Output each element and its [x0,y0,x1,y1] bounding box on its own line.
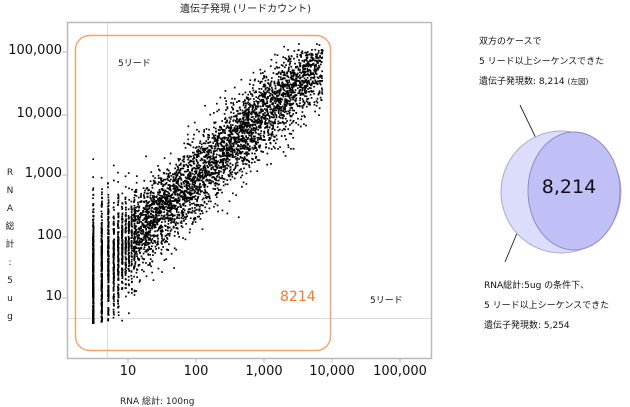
venn-bottom-annotation: RNA総計:5ug の条件下、 5 リード以上シーケンスできた 遺伝子発現数: … [484,276,609,336]
x-tick-marks [127,358,401,363]
venn-top-note: (左図) [567,77,589,86]
venn-bottom-line2: 5 リード以上シーケンスできた [484,301,610,311]
y-axis-label-char: u [7,294,13,304]
venn-top-annotation: 双方のケースで 5 リード以上シーケンスできた 遺伝子発現数: 8,214 (左… [479,32,604,92]
x-tick-label: 1,000 [245,364,283,379]
x-tick-label: 100 [183,364,209,379]
x-tick-label: 100,000 [373,364,427,379]
threshold-label-right: 5リード [370,296,403,306]
y-axis-label-char: : [8,258,12,268]
threshold-label-top: 5リード [118,59,151,69]
y-axis-label-char: R [6,168,14,178]
y-tick-label: 1,000 [24,166,62,181]
venn-top-line2: 5 リード以上シーケンスできた [479,57,605,67]
y-axis-label-char: 5 [7,276,13,286]
venn-top-line1: 双方のケースで [479,37,542,47]
highlight-box [74,34,332,352]
y-tick-label: 10 [45,289,62,304]
venn-top-line3: 遺伝子発現数: 8,214 (左図) [479,77,589,87]
data-points [92,43,324,324]
chart-title: 遺伝子発現 (リードカウント) [180,4,311,15]
venn-center-value: 8,214 [541,176,597,198]
venn-bottom-line3: 遺伝子発現数: 5,254 [484,321,570,331]
box-count-label: 8214 [280,289,316,305]
x-axis-label: RNA 総計: 100ng [120,397,195,407]
plot-frame [66,21,433,360]
y-axis-label-char: A [6,204,14,214]
y-tick-label: 100 [37,228,62,243]
x-tick-label: 10 [119,364,137,379]
y-tick-marks [62,51,67,299]
x-tick-label: 10,000 [309,364,355,379]
y-tick-label: 10,000 [16,106,63,121]
venn-inner-circle [527,131,621,251]
y-tick-label: 100,000 [8,43,62,58]
y-axis-label-char: 総 [5,222,15,232]
venn-bottom-line1: RNA総計:5ug の条件下、 [484,281,590,291]
y-axis-label-char: N [6,186,14,196]
y-axis-label-char: g [7,312,13,322]
y-axis-label-char: 計 [5,240,15,250]
